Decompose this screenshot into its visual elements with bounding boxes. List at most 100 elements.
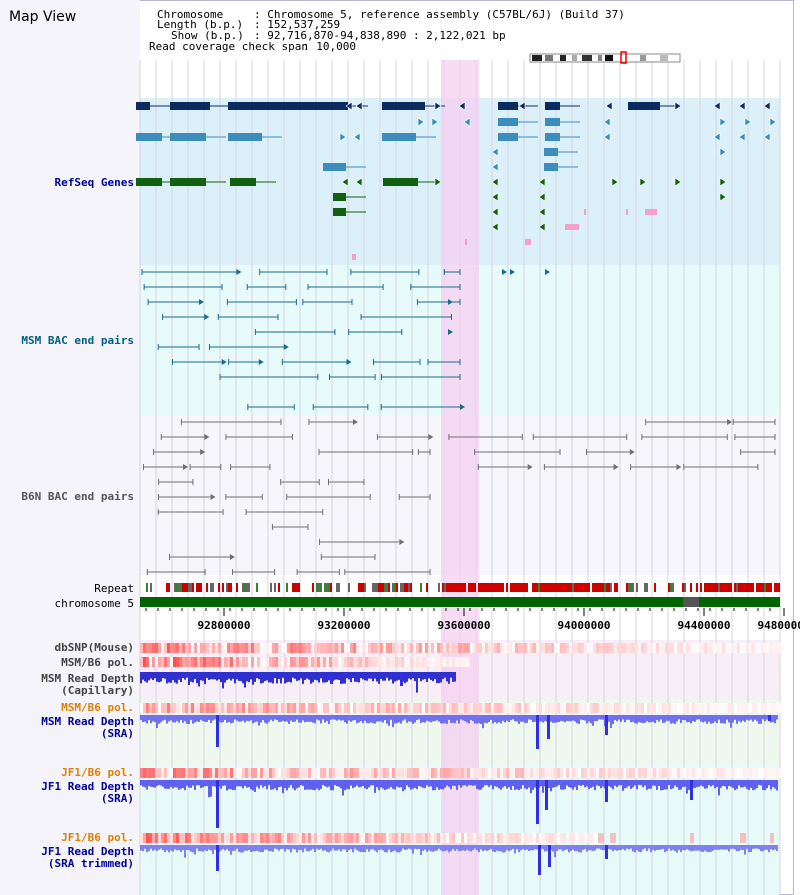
- polymorphism-cell: [659, 768, 662, 778]
- repeat-element: [762, 583, 764, 592]
- gene-arrow: [538, 207, 546, 217]
- read-depth-bar: [504, 845, 506, 853]
- read-depth-bar: [412, 780, 414, 789]
- polymorphism-cell: [491, 643, 494, 653]
- read-depth-bar: [650, 780, 652, 789]
- track-label-msm-depth-capillary[interactable]: MSM Read Depth (Capillary): [41, 672, 134, 697]
- track-label-msm-depth-sra[interactable]: MSM Read Depth (SRA): [41, 715, 134, 740]
- polymorphism-cell: [512, 768, 515, 778]
- track-label-repeat[interactable]: Repeat: [94, 582, 134, 595]
- read-depth-bar: [572, 780, 574, 790]
- polymorphism-cell: [662, 703, 665, 713]
- read-depth-bar: [144, 672, 146, 682]
- read-depth-bar: [552, 845, 554, 852]
- polymorphism-cell: [479, 833, 482, 843]
- polymorphism-cell: [368, 768, 371, 778]
- read-depth-bar: [442, 780, 444, 790]
- polymorphism-cell: [671, 643, 674, 653]
- read-depth-bar: [232, 672, 234, 679]
- read-depth-bar: [492, 715, 494, 724]
- polymorphism-cell: [605, 643, 608, 653]
- track-label-jf1-b6-pol-1[interactable]: JF1/B6 pol.: [61, 766, 134, 779]
- polymorphism-cell: [584, 703, 587, 713]
- polymorphism-cell: [776, 768, 779, 778]
- read-depth-bar: [244, 845, 246, 851]
- track-label-chromosome[interactable]: chromosome 5: [54, 597, 134, 610]
- polymorphism-cell: [263, 657, 266, 667]
- read-depth-bar: [362, 715, 364, 724]
- polymorphism-cell: [431, 703, 434, 713]
- repeat-element: [482, 583, 484, 592]
- track-label-jf1-depth-sra[interactable]: JF1 Read Depth (SRA): [41, 780, 134, 805]
- track-label-msm-b6-pol-2[interactable]: MSM/B6 pol.: [61, 701, 134, 714]
- polymorphism-cell: [389, 657, 392, 667]
- read-depth-bar: [364, 715, 366, 721]
- read-depth-bar: [764, 780, 766, 791]
- track-label-jf1-depth-trimmed[interactable]: JF1 Read Depth (SRA trimmed): [41, 845, 134, 870]
- polymorphism-cell: [242, 768, 245, 778]
- polymorphism-cell: [233, 703, 236, 713]
- polymorphism-cell: [335, 657, 338, 667]
- repeat-element: [584, 583, 586, 592]
- read-depth-bar: [534, 845, 536, 850]
- read-depth-bar: [312, 780, 314, 790]
- read-depth-bar: [644, 780, 646, 786]
- repeat-element: [558, 583, 560, 592]
- read-depth-bar: [312, 715, 314, 723]
- repeat-element: [420, 583, 422, 592]
- track-label-jf1-b6-pol-2[interactable]: JF1/B6 pol.: [61, 831, 134, 844]
- read-depth-bar: [200, 715, 202, 720]
- polymorphism-cell: [416, 657, 419, 667]
- read-depth-bar: [380, 845, 382, 850]
- read-depth-bar: [432, 715, 434, 722]
- polymorphism-cell: [467, 833, 470, 843]
- polymorphism-cell: [608, 703, 611, 713]
- polymorphism-cell: [431, 768, 434, 778]
- track-label-msm-bac[interactable]: MSM BAC end pairs: [21, 334, 134, 347]
- polymorphism-cell: [554, 833, 557, 843]
- read-depth-bar: [542, 780, 544, 793]
- track-label-msm-b6-pol-1[interactable]: MSM/B6 pol.: [61, 656, 134, 669]
- read-depth-bar: [194, 672, 196, 679]
- read-depth-bar: [638, 780, 640, 785]
- read-depth-bar: [568, 845, 570, 853]
- read-depth-bar: [188, 845, 190, 851]
- read-depth-bar: [390, 845, 392, 853]
- read-depth-bar: [212, 780, 214, 787]
- polymorphism-cell: [143, 703, 146, 713]
- polymorphism-cell: [332, 703, 335, 713]
- read-depth-bar: [528, 845, 530, 851]
- polymorphism-cell: [173, 657, 176, 667]
- polymorphism-cell: [341, 833, 344, 843]
- track-label-dbsnp[interactable]: dbSNP(Mouse): [54, 641, 134, 654]
- repeat-element: [392, 583, 394, 592]
- polymorphism-cell: [500, 703, 503, 713]
- read-depth-bar: [754, 845, 756, 849]
- read-depth-bar: [648, 715, 650, 723]
- read-depth-bar: [776, 780, 778, 791]
- read-depth-bar: [608, 780, 610, 787]
- ideogram-band: [582, 55, 592, 61]
- read-depth-bar: [688, 780, 690, 790]
- read-depth-bar: [596, 715, 598, 722]
- repeat-element: [358, 583, 360, 592]
- repeat-element: [394, 583, 396, 592]
- read-depth-bar: [446, 715, 448, 724]
- polymorphism-cell: [230, 768, 233, 778]
- repeat-element: [294, 583, 296, 592]
- read-depth-bar: [186, 780, 188, 786]
- read-depth-spike: [330, 672, 333, 684]
- polymorphism-cell: [200, 657, 203, 667]
- track-label-b6n-bac[interactable]: B6N BAC end pairs: [21, 490, 134, 503]
- track-label-refseq[interactable]: RefSeq Genes: [54, 176, 134, 189]
- b6n-bac-pair-arrow: [527, 464, 533, 470]
- polymorphism-cell: [587, 768, 590, 778]
- read-depth-bar: [268, 672, 270, 683]
- polymorphism-cell: [560, 643, 563, 653]
- read-depth-bar: [758, 780, 760, 785]
- polymorphism-cell: [452, 833, 455, 843]
- read-depth-bar: [520, 715, 522, 722]
- polymorphism-cell: [206, 768, 209, 778]
- polymorphism-cell: [770, 643, 773, 653]
